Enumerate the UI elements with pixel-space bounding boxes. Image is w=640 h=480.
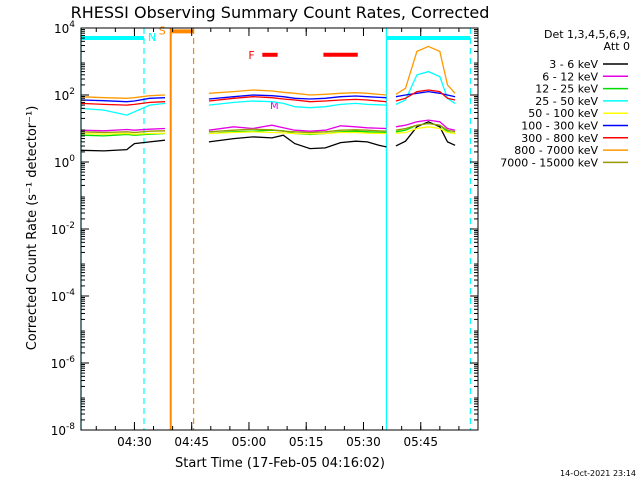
series-line-8 xyxy=(80,45,456,99)
x-tick-label: 04:45 xyxy=(174,435,209,449)
legend-entry-label: 25 - 50 keV xyxy=(535,95,598,108)
legend-header-line-2: Att 0 xyxy=(604,40,630,53)
y-tick-label: 10-6 xyxy=(51,355,76,371)
legend-entry-label: 7000 - 15000 keV xyxy=(500,156,598,169)
series-layer xyxy=(80,45,456,152)
legend-header-line-1: Det 1,3,4,5,6,9, xyxy=(544,28,630,41)
x-tick-label: 05:00 xyxy=(232,435,267,449)
series-line-7 xyxy=(80,89,456,106)
y-tick-label: 100 xyxy=(54,154,75,170)
saa-label: S xyxy=(159,24,166,37)
y-tick-label: 104 xyxy=(54,20,75,36)
x-tick-label: 05:45 xyxy=(403,435,438,449)
series-line-9 xyxy=(80,122,456,134)
x-tick-label: 05:15 xyxy=(289,435,324,449)
legend-entry-label: 6 - 12 keV xyxy=(542,70,598,83)
legend-entry-label: 12 - 25 keV xyxy=(535,83,598,96)
x-tick-label: 05:30 xyxy=(346,435,381,449)
series-line-1 xyxy=(80,121,456,152)
y-tick-label: 102 xyxy=(54,87,75,103)
chart-title: RHESSI Observing Summary Count Rates, Co… xyxy=(71,3,490,22)
axes: 04:30 04:45 05:00 05:15 05:30 05:45 104 102 100 1… xyxy=(51,20,479,449)
legend-entry-label: 50 - 100 keV xyxy=(528,107,598,120)
y-tick-label: 10-2 xyxy=(51,221,75,237)
series-line-4 xyxy=(80,70,456,116)
footer-timestamp: 14-Oct-2021 23:14 xyxy=(560,469,636,478)
y-tick-label: 10-4 xyxy=(51,288,76,304)
x-axis-label: Start Time (17-Feb-05 04:16:02) xyxy=(175,456,385,471)
series-line-2 xyxy=(80,119,456,132)
night-label: N xyxy=(148,31,156,44)
legend-entry-label: 800 - 7000 keV xyxy=(514,144,598,157)
flare-label: F xyxy=(248,49,254,62)
x-tick-label: 04:30 xyxy=(117,435,152,449)
legend-entry-label: 3 - 6 keV xyxy=(549,58,598,71)
y-axis-label: Corrected Count Rate (s⁻¹ detector⁻¹) xyxy=(25,106,40,351)
series-line-6 xyxy=(80,90,456,103)
legend-entry-label: 100 - 300 keV xyxy=(521,120,598,133)
series-line-5 xyxy=(80,126,456,135)
y-tick-label: 10-8 xyxy=(51,422,76,438)
legend-entry-label: 300 - 800 keV xyxy=(521,132,598,145)
plot-frame xyxy=(80,27,479,431)
decimation-marker-label: M xyxy=(270,101,279,112)
